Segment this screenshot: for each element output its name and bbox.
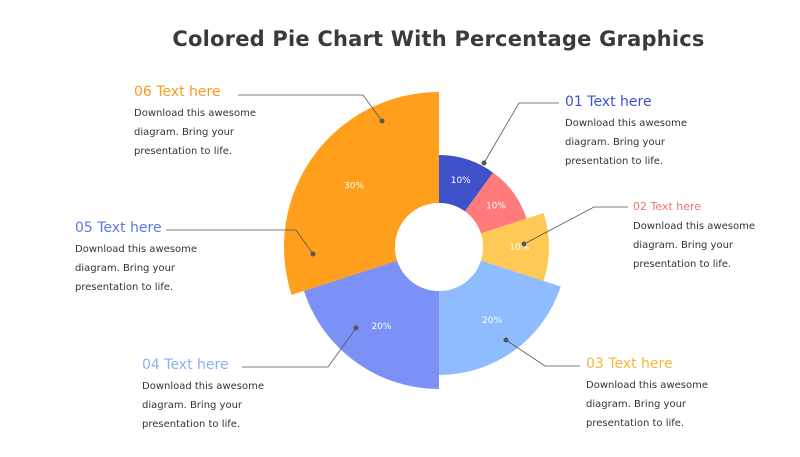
pie-slice-03 xyxy=(480,213,549,281)
description-06: Download this awesome diagram. Bring you… xyxy=(134,108,256,157)
pie-label-01: 10% xyxy=(451,176,471,186)
leader-line-06 xyxy=(238,94,383,122)
leader-line-05 xyxy=(166,229,314,255)
pie-label-06: 30% xyxy=(344,181,364,191)
leader-dot-03 xyxy=(503,337,509,343)
description-04: Download this awesome diagram. Bring you… xyxy=(142,381,264,430)
description-02: Download this awesome diagram. Bring you… xyxy=(633,221,755,270)
leader-dot-05 xyxy=(310,251,316,257)
heading-04: 04 Text here xyxy=(142,357,229,373)
heading-05: 05 Text here xyxy=(75,220,162,236)
heading-06: 06 Text here xyxy=(134,84,221,100)
heading-03: 03 Text here xyxy=(586,356,673,372)
heading-01: 01 Text here xyxy=(565,94,652,110)
pie-label-04: 20% xyxy=(482,316,502,326)
pie-label-03: 10% xyxy=(509,243,529,253)
text-block-01: 01 Text here Download this awesome diagr… xyxy=(565,94,705,171)
text-block-06: 06 Text here Download this awesome diagr… xyxy=(134,84,274,161)
leader-dot-06 xyxy=(379,118,385,124)
pie-slice-04 xyxy=(439,260,561,375)
leader-line-01 xyxy=(483,102,559,164)
pie-slice-02 xyxy=(464,172,527,234)
description-03: Download this awesome diagram. Bring you… xyxy=(586,380,708,429)
pie-label-02: 10% xyxy=(486,202,506,212)
text-block-02: 02 Text here Download this awesome diagr… xyxy=(633,200,773,274)
pie-slice-01 xyxy=(439,155,494,212)
leader-line-03 xyxy=(505,339,580,367)
page-title: Colored Pie Chart With Percentage Graphi… xyxy=(172,27,705,51)
pie-slice-06 xyxy=(284,92,439,295)
pie-center-hole xyxy=(395,203,483,291)
leader-dot-01 xyxy=(481,160,487,166)
pie-label-05: 20% xyxy=(371,322,391,332)
description-01: Download this awesome diagram. Bring you… xyxy=(565,118,687,167)
pie-slice-05 xyxy=(303,260,439,389)
leader-dot-04 xyxy=(353,325,359,331)
leader-line-04 xyxy=(242,327,357,368)
text-block-03: 03 Text here Download this awesome diagr… xyxy=(586,356,726,433)
heading-02: 02 Text here xyxy=(633,200,702,213)
text-block-04: 04 Text here Download this awesome diagr… xyxy=(142,357,282,434)
leader-dot-02 xyxy=(521,241,527,247)
text-block-05: 05 Text here Download this awesome diagr… xyxy=(75,220,215,297)
description-05: Download this awesome diagram. Bring you… xyxy=(75,244,197,293)
leader-line-02 xyxy=(523,206,628,245)
